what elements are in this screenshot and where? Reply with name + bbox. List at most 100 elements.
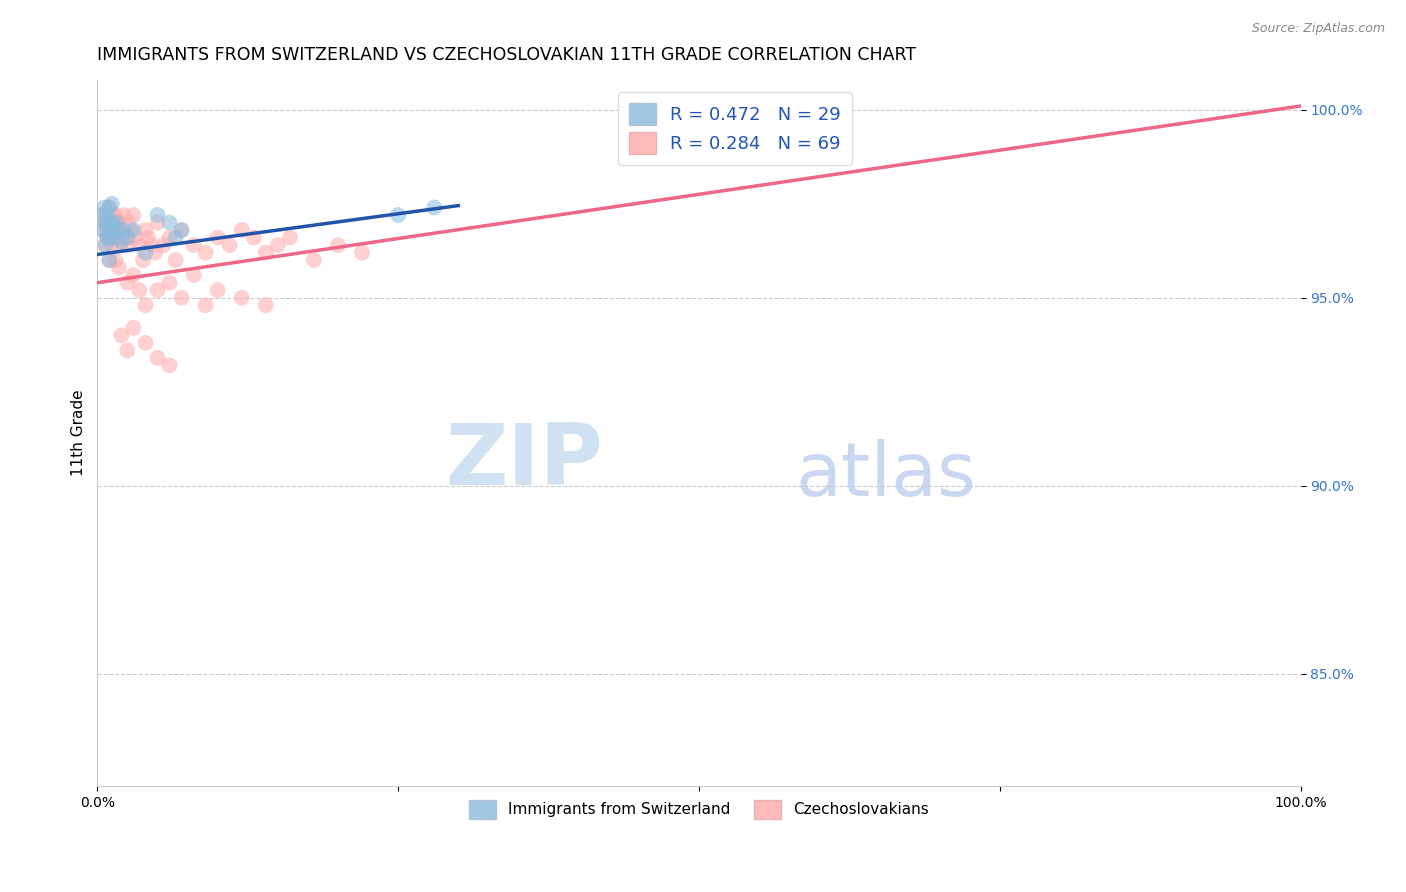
Point — [115, 230, 138, 244]
Point — [122, 268, 145, 282]
Point — [117, 276, 139, 290]
Point — [110, 223, 132, 237]
Point — [170, 223, 193, 237]
Point — [101, 208, 124, 222]
Point — [125, 230, 148, 244]
Text: ZIP: ZIP — [444, 420, 603, 503]
Y-axis label: 11th Grade: 11th Grade — [72, 390, 86, 476]
Point — [117, 343, 139, 358]
Point — [93, 238, 115, 252]
Point — [183, 238, 205, 252]
Point — [107, 230, 129, 244]
Point — [104, 230, 127, 244]
Point — [94, 215, 117, 229]
Point — [98, 253, 121, 268]
Point — [194, 245, 217, 260]
Point — [146, 208, 169, 222]
Point — [108, 223, 131, 237]
Point — [96, 223, 118, 237]
Point — [254, 245, 277, 260]
Point — [143, 245, 166, 260]
Point — [105, 215, 128, 229]
Point — [98, 230, 121, 244]
Point — [141, 238, 163, 252]
Point — [94, 215, 117, 229]
Text: IMMIGRANTS FROM SWITZERLAND VS CZECHOSLOVAKIAN 11TH GRADE CORRELATION CHART: IMMIGRANTS FROM SWITZERLAND VS CZECHOSLO… — [97, 46, 917, 64]
Point — [170, 223, 193, 237]
Point — [91, 223, 114, 237]
Point — [96, 230, 118, 244]
Point — [194, 298, 217, 312]
Point — [120, 223, 142, 237]
Point — [134, 223, 156, 237]
Point — [103, 215, 125, 229]
Point — [108, 238, 131, 252]
Point — [165, 253, 187, 268]
Point — [98, 253, 121, 268]
Point — [326, 238, 349, 252]
Point — [117, 238, 139, 252]
Point — [231, 291, 253, 305]
Point — [267, 238, 290, 252]
Point — [122, 223, 145, 237]
Point — [110, 235, 132, 249]
Point — [128, 238, 150, 252]
Point — [105, 223, 128, 237]
Point — [152, 238, 174, 252]
Point — [117, 215, 139, 229]
Point — [101, 196, 124, 211]
Point — [183, 268, 205, 282]
Point — [165, 230, 187, 244]
Point — [146, 215, 169, 229]
Point — [108, 260, 131, 275]
Point — [98, 201, 121, 215]
Point — [97, 215, 120, 229]
Point — [101, 230, 124, 244]
Point — [136, 230, 159, 244]
Legend: Immigrants from Switzerland, Czechoslovakians: Immigrants from Switzerland, Czechoslova… — [463, 794, 935, 825]
Point — [159, 230, 181, 244]
Point — [170, 291, 193, 305]
Point — [146, 351, 169, 365]
Point — [101, 215, 124, 229]
Point — [352, 245, 374, 260]
Point — [242, 230, 264, 244]
Point — [159, 276, 181, 290]
Point — [104, 208, 127, 222]
Point — [108, 215, 131, 229]
Point — [96, 208, 118, 222]
Point — [103, 223, 125, 237]
Point — [122, 208, 145, 222]
Point — [302, 253, 325, 268]
Point — [134, 298, 156, 312]
Point — [207, 283, 229, 297]
Point — [97, 223, 120, 237]
Point — [254, 298, 277, 312]
Point — [112, 208, 135, 222]
Point — [100, 223, 122, 237]
Point — [159, 359, 181, 373]
Point — [207, 230, 229, 244]
Point — [218, 238, 240, 252]
Point — [146, 283, 169, 297]
Point — [128, 283, 150, 297]
Point — [93, 208, 115, 222]
Point — [387, 208, 409, 222]
Point — [94, 238, 117, 252]
Point — [101, 238, 124, 252]
Point — [122, 320, 145, 334]
Point — [112, 223, 135, 237]
Point — [93, 201, 115, 215]
Point — [134, 335, 156, 350]
Point — [104, 253, 127, 268]
Text: atlas: atlas — [796, 439, 976, 512]
Point — [91, 208, 114, 222]
Point — [159, 215, 181, 229]
Point — [423, 201, 446, 215]
Point — [134, 245, 156, 260]
Point — [93, 223, 115, 237]
Point — [231, 223, 253, 237]
Point — [97, 230, 120, 244]
Point — [117, 230, 139, 244]
Point — [132, 253, 155, 268]
